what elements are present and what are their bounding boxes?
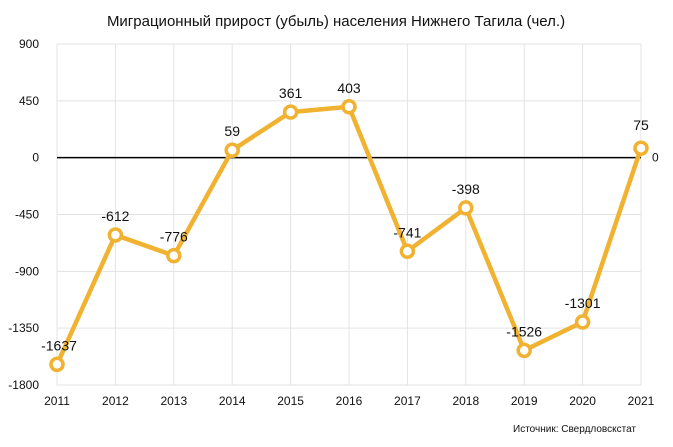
data-label: 361: [279, 85, 303, 101]
x-axis-ticks: 2011 2012 2013 2014 2015 2016 2017 2018 2019 2020…: [44, 394, 655, 408]
x-tick-label: 2015: [277, 394, 304, 408]
x-tick-label: 2014: [219, 394, 246, 408]
y-tick-label: -450: [15, 208, 39, 222]
zero-line-label: 0: [652, 151, 659, 165]
x-tick-label: 2019: [511, 394, 538, 408]
data-point: [282, 104, 299, 120]
data-point: [399, 243, 416, 260]
data-point: [166, 247, 182, 264]
data-label: -741: [393, 224, 421, 240]
data-label: -398: [452, 181, 480, 197]
y-tick-label: 450: [19, 94, 39, 108]
data-point: [49, 356, 65, 373]
data-label: -1637: [41, 337, 77, 353]
data-label: 75: [633, 117, 649, 133]
x-tick-label: 2021: [628, 394, 655, 408]
data-point: [341, 99, 357, 115]
x-tick-label: 2018: [452, 394, 479, 408]
data-label: 59: [224, 123, 240, 139]
y-tick-label: -900: [15, 264, 39, 278]
y-tick-label: -1800: [8, 378, 39, 392]
data-label: -776: [160, 229, 188, 245]
y-tick-label: -1350: [8, 321, 39, 335]
data-point: [458, 200, 474, 216]
x-tick-label: 2011: [44, 394, 70, 408]
x-tick-label: 2016: [336, 394, 363, 408]
y-tick-label: 900: [19, 37, 39, 51]
y-tick-label: 0: [32, 151, 39, 165]
data-label: 403: [337, 80, 361, 96]
x-tick-label: 2020: [569, 394, 596, 408]
data-point: [224, 142, 240, 158]
data-points: [49, 99, 649, 373]
y-axis-ticks: 900 450 0 -450 -900 -1350 -1800: [8, 37, 39, 392]
data-point: [107, 227, 124, 243]
source-note: Источник: Свердловскстат: [513, 424, 636, 435]
data-labels: -1637 -612 -776 59 361 403 -741 -398 -1526 -1301 7…: [41, 80, 649, 354]
data-point: [516, 342, 532, 359]
x-tick-label: 2013: [160, 394, 187, 408]
data-label: -1301: [565, 295, 601, 311]
data-point: [633, 140, 649, 156]
data-label: -1526: [506, 323, 542, 339]
data-point: [574, 314, 591, 330]
data-label: -612: [101, 208, 129, 224]
chart-title: Миграционный прирост (убыль) населения Н…: [107, 13, 565, 30]
x-tick-label: 2017: [394, 394, 421, 408]
x-tick-label: 2012: [102, 394, 129, 408]
